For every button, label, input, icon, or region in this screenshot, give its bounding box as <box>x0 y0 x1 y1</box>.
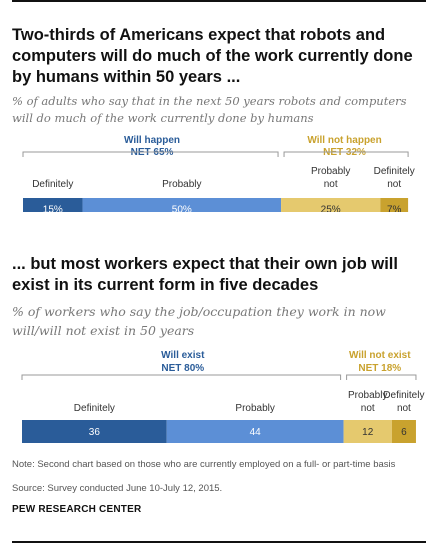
chart-2-category-label-definitely-not: Definitely not <box>383 390 424 414</box>
chart-2-value-label-probably-not: 12 <box>362 427 374 438</box>
chart-1-bar-definitely-not <box>380 198 409 212</box>
chart-1-bar-definitely <box>23 198 83 212</box>
chart-1-category-label-probably-not: Probably not <box>311 166 350 190</box>
chart-1-category-label-definitely: Definitely <box>32 179 73 190</box>
chart-2-value-label-definitely-not: 6 <box>401 427 407 438</box>
chart-2-category-label-definitely: Definitely <box>74 403 115 414</box>
chart-2-group-1-bracket <box>346 374 417 380</box>
chart-1-category-label-definitely-not: Definitely not <box>374 166 415 190</box>
pew-research-center-logo: PEW RESEARCH CENTER <box>12 504 142 515</box>
chart-2-title: ... but most workers expect that their o… <box>12 255 398 294</box>
chart-2-bar-definitely <box>22 420 167 443</box>
chart-1-bar-probably <box>82 198 282 212</box>
chart-2: Will exist NET 80% Will not exist NET 18% De… <box>21 350 424 443</box>
chart-2-bar-probably <box>166 420 344 443</box>
chart-2-group-1-label: Will not exist <box>349 350 411 361</box>
chart-2-category-label-probably-not-line2: not <box>361 403 375 414</box>
chart-1-category-label-probably-not-line1: Probably <box>311 166 350 177</box>
chart-1-category-label-probably-not-line2: not <box>324 179 338 190</box>
chart-1-category-label-probably: Probably <box>162 179 201 190</box>
chart-1-category-label-definitely-not-line1: Definitely <box>374 166 415 177</box>
chart-2-category-label-definitely-not-line2: not <box>397 403 411 414</box>
chart-2-category-label-definitely-not-line1: Definitely <box>383 390 424 401</box>
chart-2-category-label-probably: Probably <box>235 403 274 414</box>
chart-2-bar-probably-not <box>343 420 392 443</box>
chart-1-bar-probably-not <box>281 198 381 212</box>
chart-1-group-1-label: Will not happen <box>307 135 381 146</box>
bottom-rule <box>12 541 426 543</box>
chart-2-group-0-label: Will exist <box>161 350 205 361</box>
chart-2-group-1-net: NET 18% <box>358 363 401 374</box>
chart-2-bar-definitely-not <box>391 420 416 443</box>
chart-2-category-label-probably-not: Probably not <box>348 390 387 414</box>
chart-2-value-label-definitely: 36 <box>89 427 101 438</box>
chart-1-category-label-definitely-not-line2: not <box>387 179 401 190</box>
chart-1-value-label-definitely-not: 7% <box>387 205 402 213</box>
footnote: Note: Second chart based on those who ar… <box>12 459 396 470</box>
chart-2-group-0-bracket <box>21 374 342 380</box>
chart-1-value-label-probably-not: 25% <box>321 205 341 213</box>
source-note: Source: Survey conducted June 10-July 12… <box>12 483 223 494</box>
chart-1-value-label-probably: 50% <box>172 205 192 213</box>
chart-2-value-label-probably: 44 <box>250 427 262 438</box>
chart-1-value-label-definitely: 15% <box>43 205 63 213</box>
chart-1-subtitle: % of adults who say that in the next 50 … <box>12 94 407 125</box>
chart-1-group-1-bracket <box>283 151 409 157</box>
chart-2-subtitle: % of workers who say the job/occupation … <box>12 304 386 338</box>
chart-1-group-0-label: Will happen <box>124 135 180 146</box>
top-rule <box>12 0 426 2</box>
chart-2-category-label-probably-not-line1: Probably <box>348 390 387 401</box>
chart-1-title: Two-thirds of Americans expect that robo… <box>12 26 413 86</box>
chart-1-group-0-bracket <box>22 151 279 157</box>
chart-2-group-0-net: NET 80% <box>161 363 204 374</box>
